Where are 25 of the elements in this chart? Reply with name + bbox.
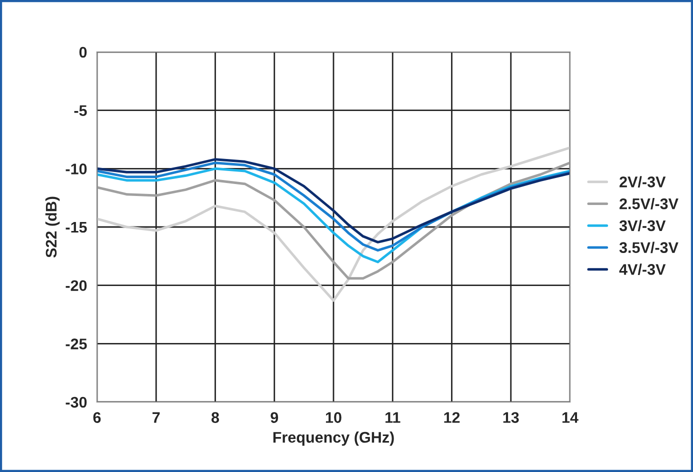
- legend-label: 3.5V/-3V: [619, 242, 678, 254]
- y-tick-label: -25: [66, 338, 87, 350]
- x-tick-label: 6: [93, 412, 101, 423]
- y-tick-label: -5: [74, 105, 87, 116]
- legend-label: 2V/-3V: [620, 176, 666, 188]
- legend-label: 2.5V/-3V: [620, 198, 678, 210]
- line-series: [97, 146, 570, 302]
- x-tick-label: 12: [444, 412, 460, 423]
- y-tick-label: -15: [66, 222, 87, 233]
- y-tick-label: -10: [66, 164, 87, 174]
- y-tick-label: -30: [66, 396, 87, 408]
- y-tick-label: 0: [79, 46, 87, 58]
- x-tick-label: 11: [386, 412, 400, 423]
- x-tick-label: 8: [211, 412, 220, 423]
- line-series: [97, 162, 570, 280]
- x-tick-label: 13: [503, 412, 519, 423]
- x-axis-title: Frequency (GHz): [273, 432, 394, 446]
- legend-label: 4V/-3V: [619, 264, 666, 276]
- x-tick-label: 14: [562, 412, 578, 423]
- x-tick-label: 9: [270, 412, 278, 423]
- x-tick-label: 10: [326, 412, 342, 423]
- y-tick-label: -20: [66, 280, 87, 292]
- y-axis-title: S22 (dB): [45, 196, 60, 258]
- x-tick-label: 7: [152, 412, 160, 423]
- legend-label: 3V/-3V: [619, 220, 666, 232]
